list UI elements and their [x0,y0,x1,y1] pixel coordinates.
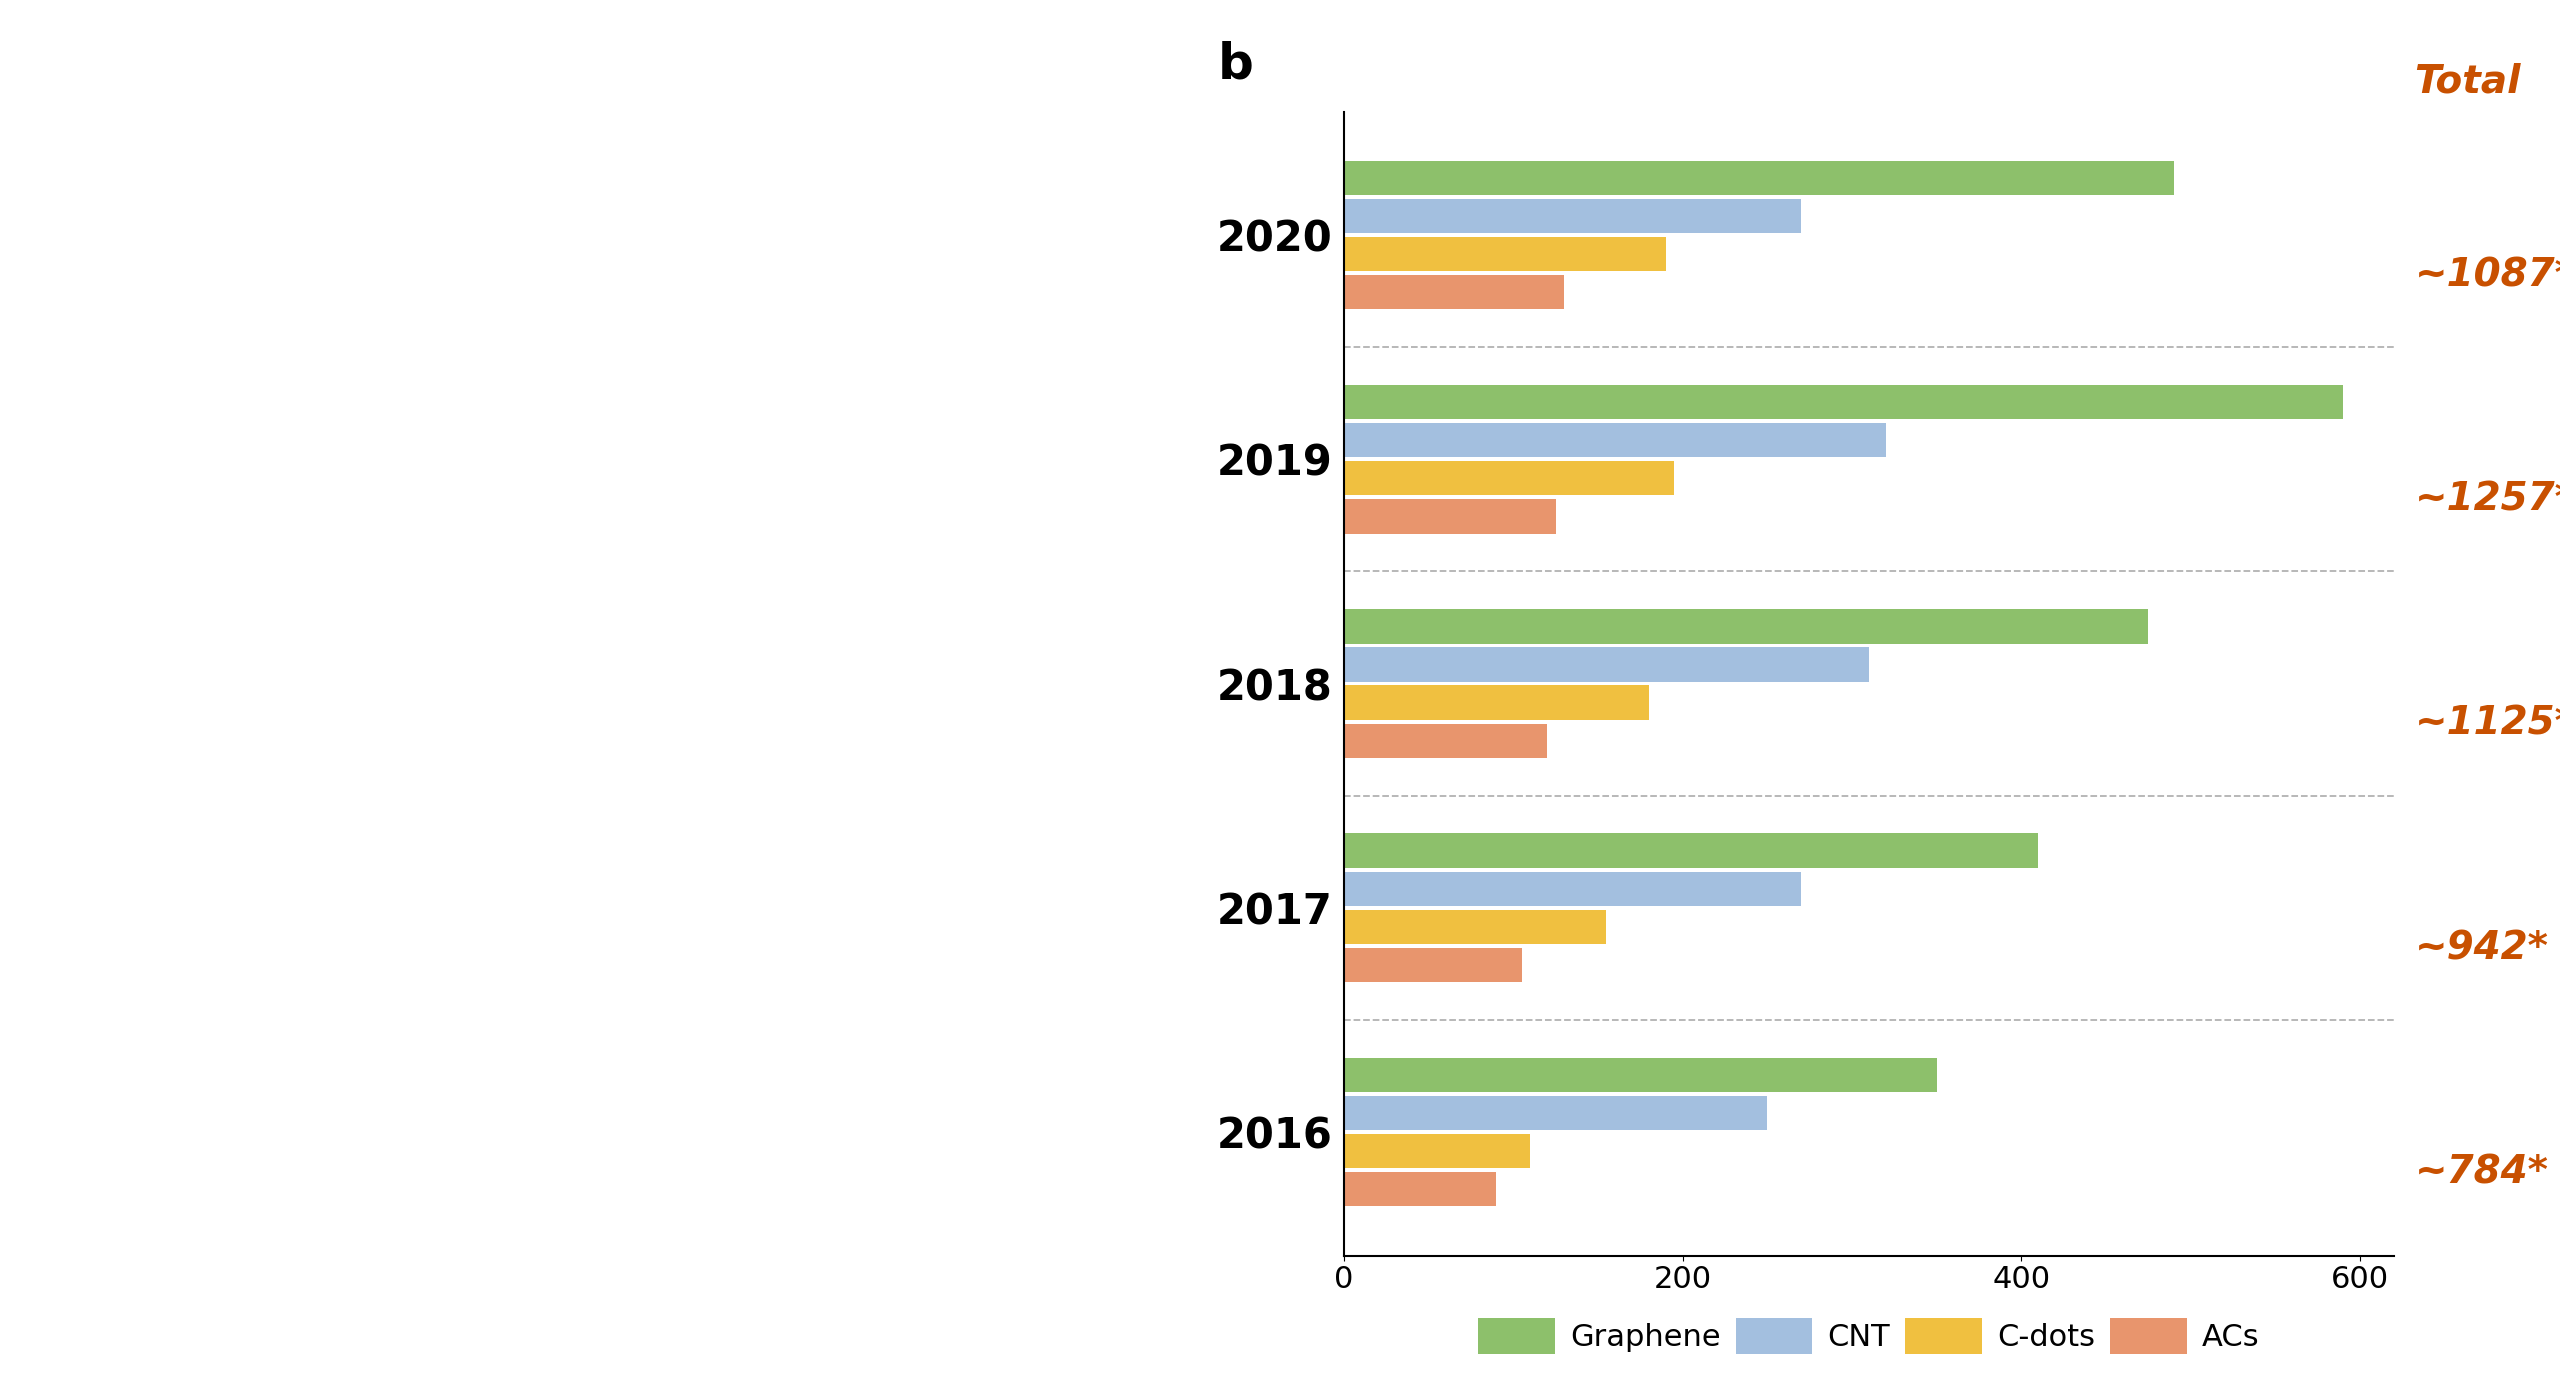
Bar [1344,198,1802,233]
Bar [1344,947,1521,982]
Bar [1344,423,1887,458]
Bar [1344,833,2038,868]
Bar [1344,462,1674,495]
Text: ~1125*: ~1125* [2414,704,2560,744]
Text: ~784*: ~784* [2414,1154,2550,1191]
Legend: Graphene, CNT, C-dots, ACs: Graphene, CNT, C-dots, ACs [1467,1306,2271,1366]
Bar [1344,160,2173,195]
Text: ~942*: ~942* [2414,929,2550,967]
Bar [1344,1057,1935,1092]
Text: b: b [1219,40,1254,89]
Bar [1344,385,2342,420]
Text: ~1257*: ~1257* [2414,481,2560,519]
Bar [1344,237,1667,271]
Bar [1344,910,1608,944]
Text: ~1087*: ~1087* [2414,257,2560,294]
Bar [1344,1134,1531,1169]
Bar [1344,275,1564,310]
Bar [1344,685,1649,720]
Bar [1344,610,2148,643]
Bar [1344,872,1802,905]
Bar [1344,499,1556,534]
Bar [1344,647,1869,682]
Text: Total: Total [2414,63,2522,100]
Bar [1344,1172,1498,1207]
Bar [1344,724,1546,757]
Bar [1344,1096,1766,1130]
